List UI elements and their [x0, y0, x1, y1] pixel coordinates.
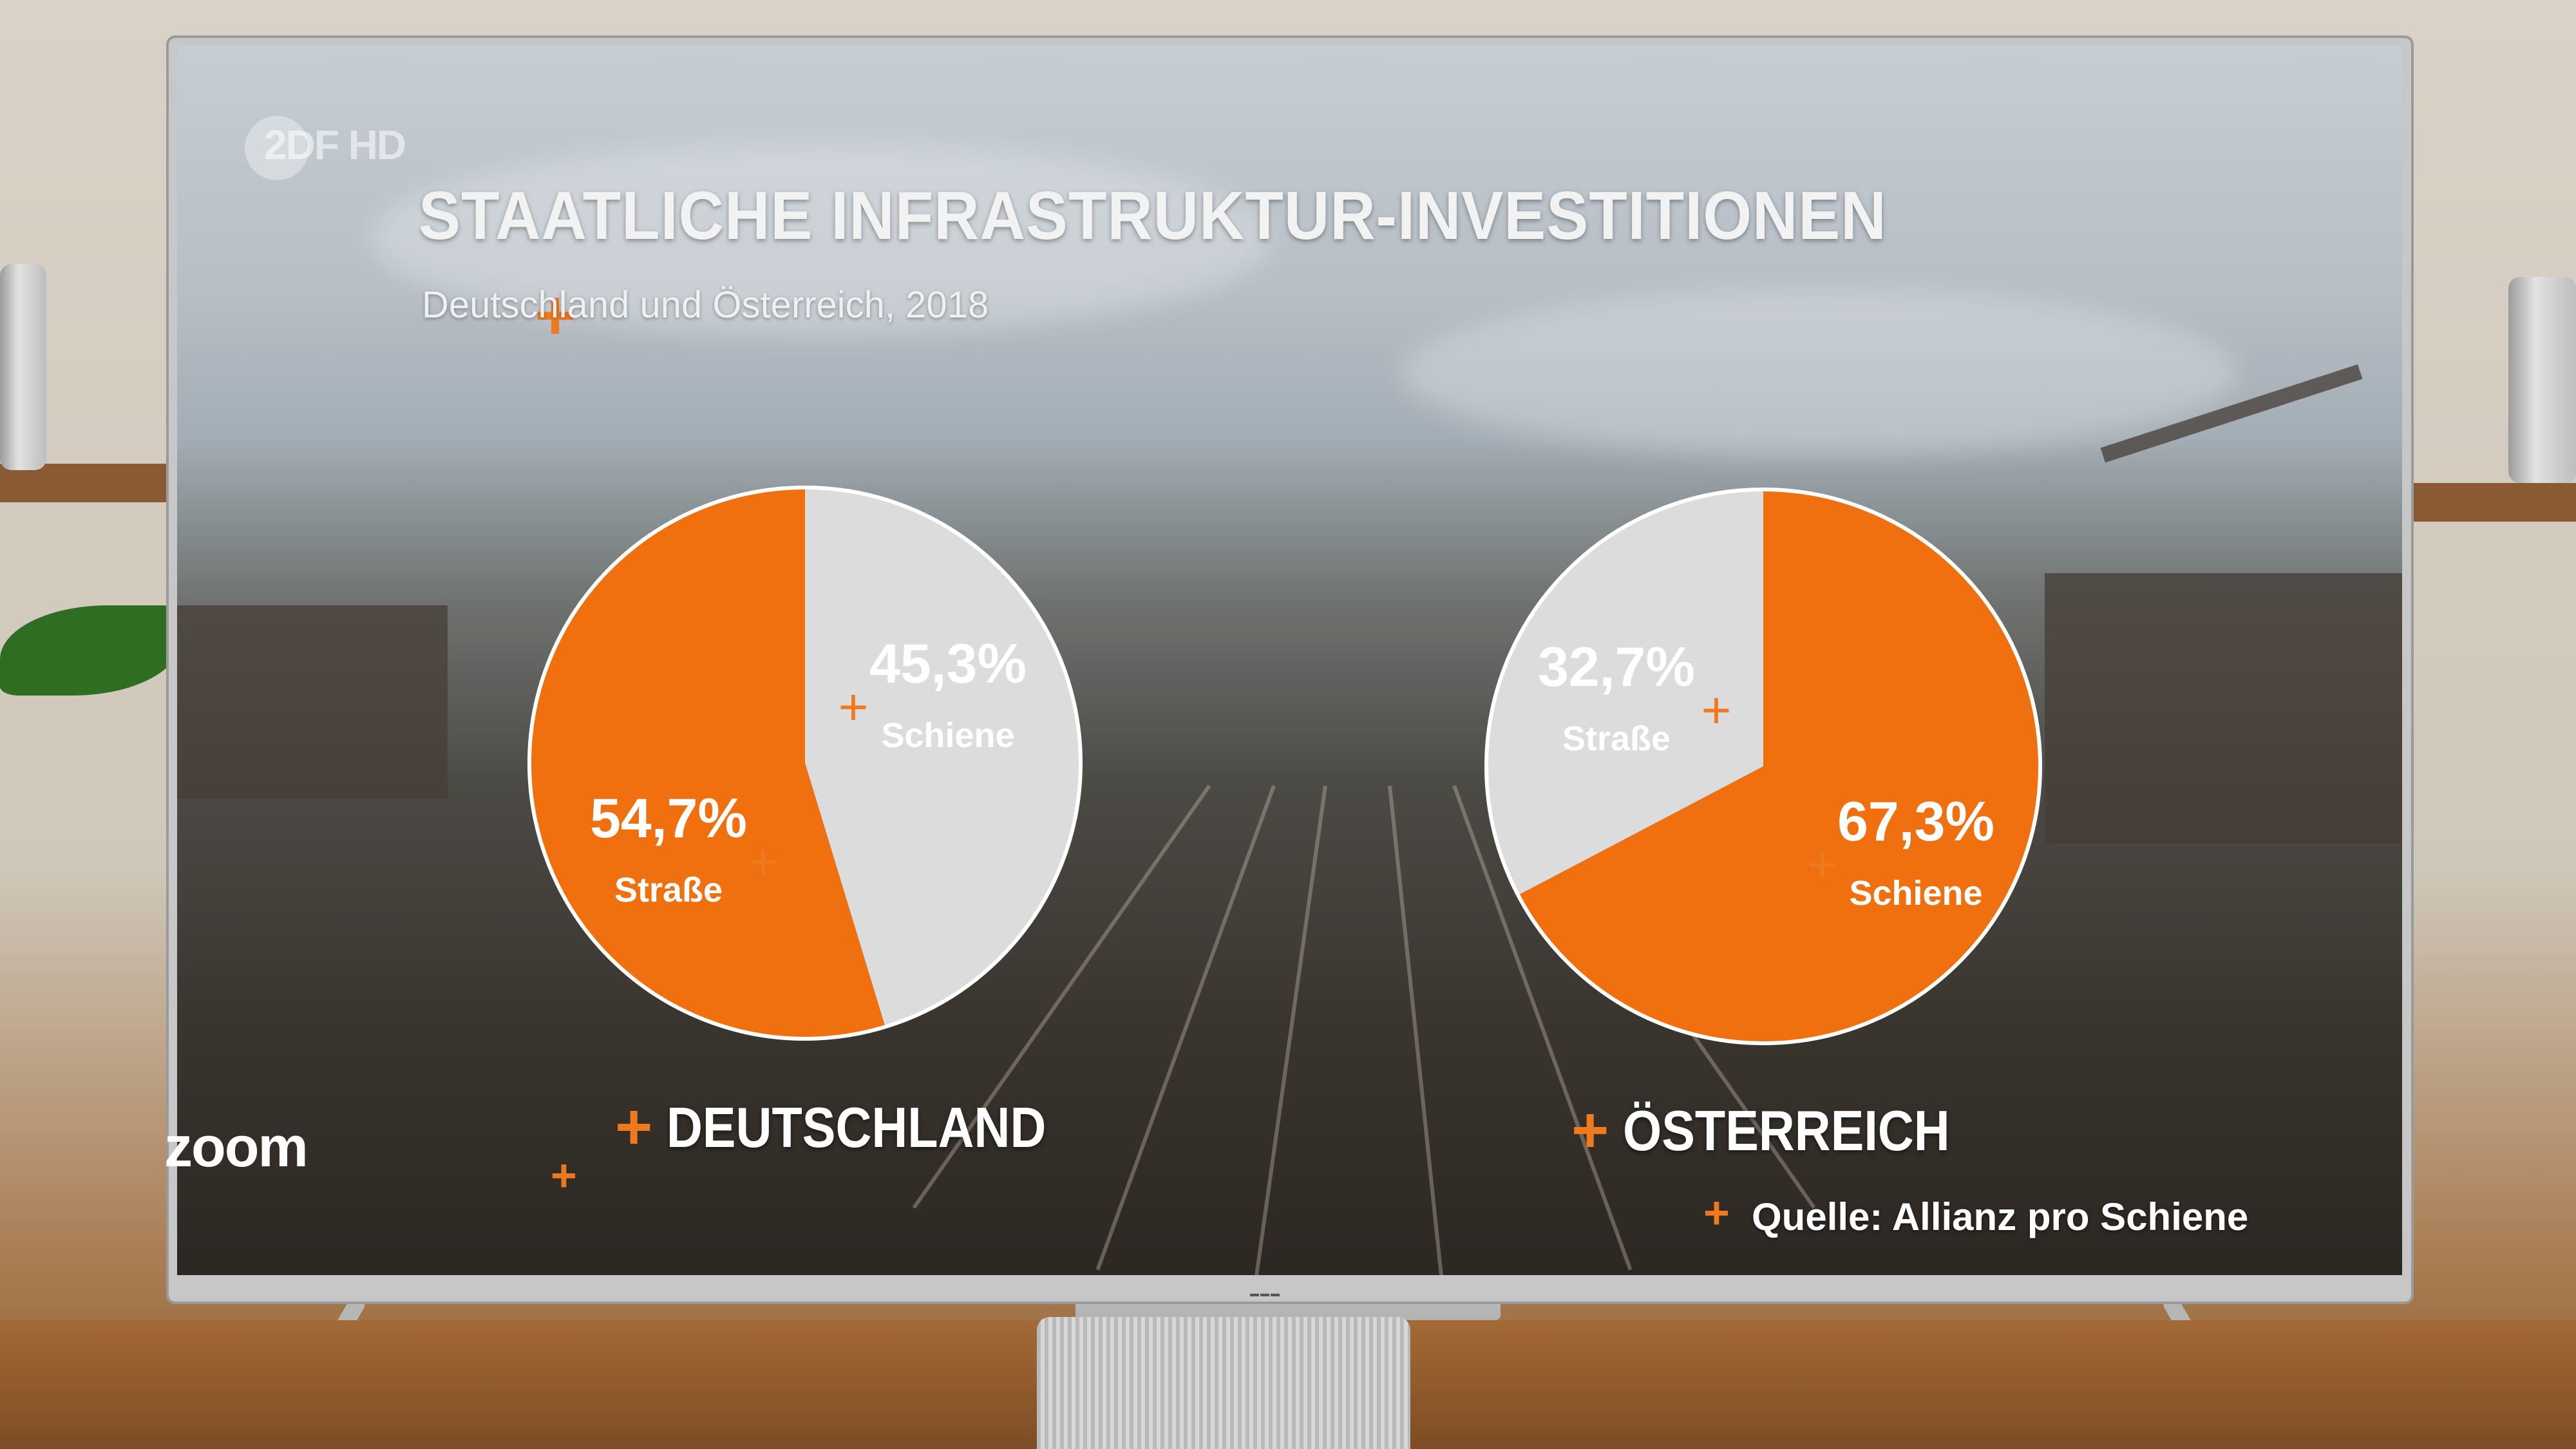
- tv-screen: 2DF HD: [177, 45, 2402, 1275]
- country-plus-icon: +: [615, 1091, 653, 1163]
- pie-chart-oesterreich: 67,3% Schiene +32,7% Straße +: [1484, 488, 2042, 1045]
- building: [2045, 573, 2402, 844]
- pie-category-label: Schiene: [881, 716, 1014, 755]
- pie-slice-schiene: [805, 488, 1081, 1027]
- pie-plus-icon: +: [1701, 681, 1732, 739]
- left-speaker: [0, 264, 46, 470]
- source-plus-icon: +: [1703, 1188, 1730, 1238]
- pie-plus-icon: +: [1808, 836, 1838, 893]
- left-shelf: [0, 464, 174, 502]
- pie-plus-icon: +: [838, 678, 869, 735]
- right-shelf: [2402, 483, 2576, 522]
- center-speaker: [1037, 1317, 1410, 1449]
- pie-value-label: 32,7%: [1538, 636, 1695, 698]
- building: [177, 605, 448, 799]
- pie-slice-schiene: [1518, 489, 2041, 1043]
- pie-slice-straße: [1486, 489, 1763, 896]
- right-speaker: [2508, 277, 2576, 483]
- show-logo: zoom: [164, 1115, 308, 1179]
- pie-outline: [527, 486, 1083, 1041]
- pie-slice-straße: [529, 488, 886, 1039]
- cloud: [1401, 290, 2238, 457]
- pie-plus-icon: +: [748, 833, 779, 890]
- pie-category-label: Straße: [1562, 719, 1671, 758]
- tv-brand: ▬▬▬: [1250, 1288, 1281, 1298]
- pie-category-label: Schiene: [1849, 874, 1982, 913]
- source-label: Quelle: Allianz pro Schiene: [1752, 1195, 2249, 1238]
- pie-value-label: 45,3%: [869, 633, 1027, 695]
- pie-category-label: Straße: [614, 871, 723, 909]
- country-label-oesterreich: ÖSTERREICH: [1623, 1099, 1950, 1162]
- country-plus-icon: +: [1571, 1094, 1609, 1166]
- pie-value-label: 67,3%: [1837, 791, 1994, 853]
- pie-value-label: 54,7%: [590, 788, 747, 849]
- cloud: [370, 142, 1272, 335]
- pie-outline: [1484, 488, 2042, 1045]
- pie-chart-deutschland: 45,3% Schiene +54,7% Straße +: [527, 486, 1083, 1041]
- title-plus-icon: +: [535, 276, 576, 355]
- channel-logo: 2DF HD: [245, 116, 406, 180]
- chart-subtitle: Deutschland und Österreich, 2018: [422, 284, 989, 326]
- zoom-plus-icon: +: [551, 1150, 577, 1200]
- chart-title: STAATLICHE INFRASTRUKTUR-INVESTITIONEN: [419, 178, 1887, 254]
- country-label-deutschland: DEUTSCHLAND: [667, 1095, 1046, 1159]
